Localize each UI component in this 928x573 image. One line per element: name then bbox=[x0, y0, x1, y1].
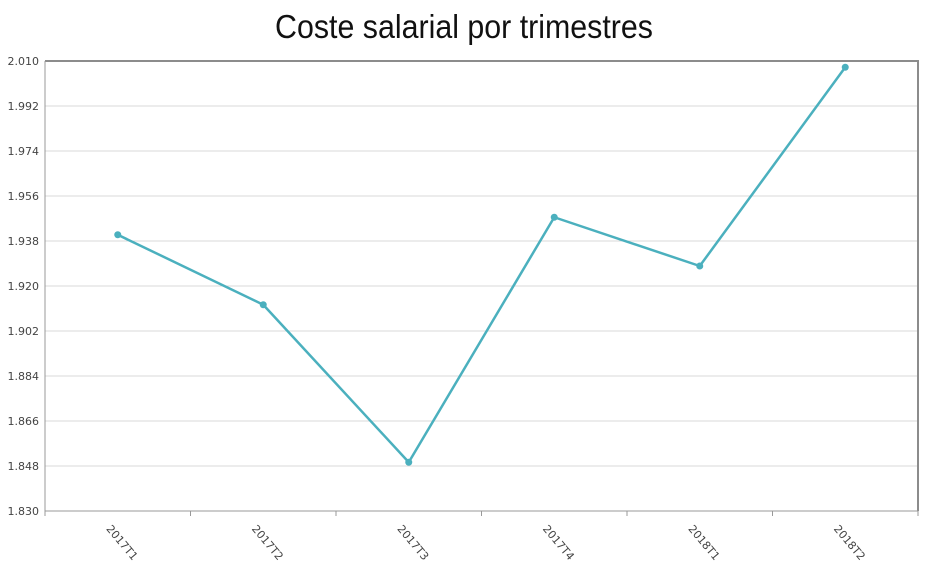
data-point[interactable] bbox=[841, 63, 849, 71]
y-tick-label: 1.830 bbox=[8, 505, 40, 518]
series-layer bbox=[114, 63, 849, 466]
data-point[interactable] bbox=[114, 231, 122, 239]
x-tick-label: 2017T3 bbox=[394, 523, 431, 563]
series-line bbox=[117, 66, 847, 464]
y-tick-label: 1.974 bbox=[8, 145, 40, 158]
y-tick-label: 1.992 bbox=[8, 100, 40, 113]
x-axis-ticks: 2017T1 2017T2 2017T3 2017T4 2018T1 2018T2 bbox=[44, 511, 919, 563]
x-tick-label: 2017T1 bbox=[103, 523, 140, 563]
y-tick-label: 1.956 bbox=[8, 190, 40, 203]
chart-title: Coste salarial por trimestres bbox=[275, 8, 653, 45]
x-tick-label: 2017T4 bbox=[540, 523, 577, 563]
y-tick-label: 1.938 bbox=[8, 235, 40, 248]
y-tick-label: 1.848 bbox=[8, 460, 40, 473]
y-tick-label: 1.884 bbox=[8, 370, 40, 383]
y-tick-label: 1.920 bbox=[8, 280, 40, 293]
y-tick-label: 2.010 bbox=[8, 55, 40, 68]
data-point[interactable] bbox=[696, 262, 704, 270]
plot-border bbox=[45, 60, 919, 511]
data-point[interactable] bbox=[259, 301, 267, 309]
data-point[interactable] bbox=[405, 458, 413, 466]
y-axis-ticks: 1.830 1.848 1.866 1.884 1.902 1.920 1.938 1.956… bbox=[8, 55, 40, 518]
x-tick-label: 2018T2 bbox=[831, 523, 868, 563]
y-tick-label: 1.902 bbox=[8, 325, 40, 338]
plot-frame bbox=[44, 60, 919, 512]
y-tick-label: 1.866 bbox=[8, 415, 40, 428]
data-point[interactable] bbox=[550, 213, 558, 221]
gridlines bbox=[45, 60, 918, 512]
x-tick-label: 2017T2 bbox=[249, 523, 286, 563]
x-tick-label: 2018T1 bbox=[685, 523, 722, 563]
